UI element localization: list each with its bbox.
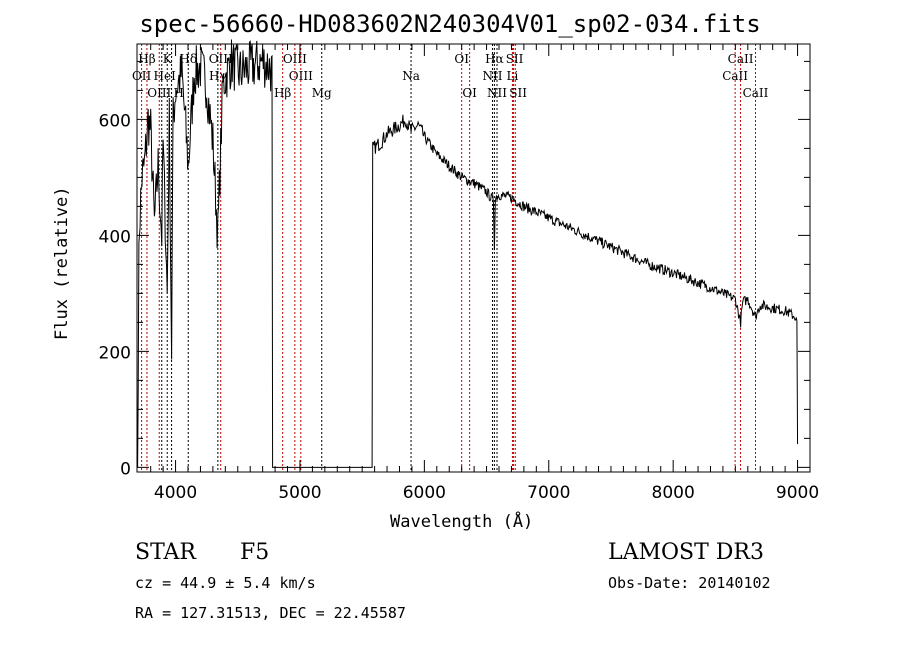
spectral-line-label: K [163,52,173,66]
coordinates: RA = 127.31513, DEC = 22.45587 [135,604,406,622]
object-subclass: F5 [240,540,270,565]
y-tick-label: 200 [99,343,131,363]
spectral-line-label: Na [402,69,420,83]
spectral-line-label: SII [506,52,524,66]
spectral-line-label: OIII [147,86,171,100]
spectral-line-label: Mg [312,86,332,100]
spectral-line-label: OI [462,86,477,100]
spectral-line-label: NII [483,69,503,83]
spectral-line-label: HeI [154,69,177,83]
spectral-line-label: H [174,86,184,100]
x-tick-label: 4000 [154,483,197,503]
y-axis-label: Flux (relative) [52,186,72,340]
spectral-line-label: CaII [722,69,748,83]
x-tick-label: 9000 [776,483,819,503]
spectral-line-label: OI [454,52,469,66]
obs-date: Obs-Date: 20140102 [608,574,771,592]
y-tick-label: 600 [99,111,131,131]
x-tick-label: 8000 [652,483,695,503]
spectral-line-label: CaII [743,86,769,100]
spectral-line-label: CaII [728,52,754,66]
survey-name: LAMOST DR3 [608,540,764,565]
spectral-line-label: NII [487,86,507,100]
x-tick-label: 6000 [403,483,446,503]
spectral-line-label: OIII [209,52,233,66]
y-tick-label: 0 [120,459,131,479]
spectral-line-label: Li [507,69,519,83]
y-tick-label: 400 [99,227,131,247]
spectral-line-label: Hδ [179,52,197,66]
x-axis-label: Wavelength (Å) [390,512,534,532]
spectral-line-label: OII [132,69,152,83]
object-class: STAR [135,540,196,565]
spectral-line-label: OIII [289,69,313,83]
plot-frame [136,43,811,473]
redshift-info: cz = 44.9 ± 5.4 km/s [135,574,316,592]
spectral-line-label: Hβ [138,52,155,66]
spectral-line-label: Hα [485,52,504,66]
spectral-line-label: Hβ [274,86,291,100]
spectral-line-label: Hγ [209,69,227,83]
x-tick-label: 7000 [527,483,570,503]
x-tick-label: 5000 [278,483,321,503]
spectral-line-label: OIII [283,52,307,66]
flux-spectrum-line [137,39,799,468]
chart-title: spec-56660-HD083602N240304V01_sp02-034.f… [139,10,761,38]
spectral-line-label: SII [509,86,527,100]
